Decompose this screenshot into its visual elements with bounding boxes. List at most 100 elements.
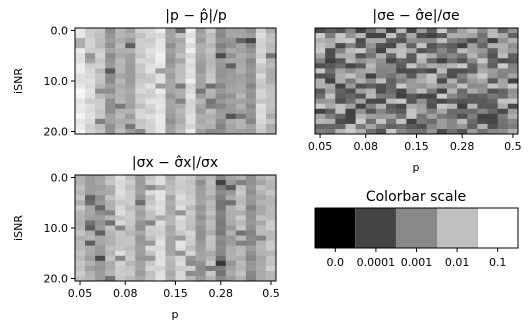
heatmap-cell [115, 48, 126, 54]
heatmap-cell [365, 103, 377, 110]
heatmap-cell [195, 63, 207, 69]
heatmap-cell [85, 210, 96, 216]
heatmap-cell [215, 230, 227, 236]
heatmap-cell [225, 28, 237, 34]
heatmap-cell [165, 215, 176, 221]
heatmap-cell [315, 68, 326, 74]
heatmap-cell [355, 53, 367, 59]
heatmap-cell [235, 225, 247, 231]
heatmap-cell [467, 53, 478, 59]
heatmap-cell [195, 88, 207, 95]
heatmap-cell [125, 190, 136, 196]
heatmap-cell [135, 33, 146, 39]
heatmap-cell [185, 108, 196, 115]
heatmap-cell [135, 38, 146, 44]
heatmap-cell [155, 103, 166, 110]
heatmap-cell [125, 58, 136, 64]
heatmap-cell [195, 245, 207, 252]
heatmap-cell [345, 38, 356, 44]
heatmap-cell [396, 108, 407, 115]
heatmap-cell [335, 103, 346, 110]
heatmap-cell [75, 88, 86, 95]
heatmap-cell [185, 250, 196, 257]
heatmap-cell [436, 98, 448, 105]
heatmap-cell [85, 195, 96, 201]
heatmap-cell [235, 235, 247, 242]
heatmap-cell [265, 210, 277, 216]
heatmap-cell [365, 118, 377, 125]
heatmap-cell [135, 235, 146, 242]
heatmap-cell [195, 28, 207, 34]
heatmap-cell [255, 180, 267, 186]
heatmap-cell [105, 265, 116, 272]
heatmap-cell [245, 68, 257, 74]
heatmap-cell [265, 260, 277, 267]
heatmap-cell [245, 43, 257, 49]
heatmap-cell [315, 58, 326, 64]
heatmap-cell [75, 180, 86, 186]
heatmap-cell [245, 210, 257, 216]
heatmap-cell [436, 108, 448, 115]
heatmap-cell [426, 28, 438, 34]
heatmap-cell [375, 73, 387, 79]
heatmap-cell [95, 43, 106, 49]
heatmap-cell [245, 48, 257, 54]
heatmap-cell [467, 68, 478, 74]
heatmap-cell [105, 58, 116, 64]
heatmap-cell [85, 235, 96, 242]
panel-title-p-error: |p − p̂|/p [165, 8, 227, 24]
heatmap-cell [467, 58, 478, 64]
heatmap-cell [355, 63, 367, 69]
heatmap-cell [225, 123, 237, 130]
heatmap-cell [345, 113, 356, 120]
heatmap-cell [145, 210, 156, 216]
heatmap-cell [175, 113, 186, 120]
heatmap-cell [436, 43, 448, 49]
heatmap-cell [205, 225, 217, 231]
heatmap-cell [135, 48, 146, 54]
x-tick-label: 0.05 [308, 140, 333, 153]
heatmap-cell [365, 28, 377, 34]
heatmap-cell [175, 270, 186, 277]
heatmap-cell [477, 73, 488, 79]
heatmap-cell [145, 205, 156, 211]
heatmap-cell [175, 128, 186, 135]
heatmap-cell [165, 38, 176, 44]
heatmap-cell [265, 63, 277, 69]
heatmap-cell [507, 78, 519, 84]
heatmap-cell [155, 88, 166, 95]
heatmap-cell [75, 108, 86, 115]
heatmap-cell [125, 33, 136, 39]
heatmap-cell [85, 93, 96, 100]
heatmap-cell [386, 123, 397, 130]
heatmap-cell [416, 28, 428, 34]
heatmap-cell [205, 108, 217, 115]
heatmap-cell [185, 240, 196, 247]
heatmap-cell [155, 68, 166, 74]
heatmap-cell [135, 123, 146, 130]
heatmap-cell [477, 38, 488, 44]
heatmap-cell [215, 220, 227, 226]
heatmap-cell [185, 260, 196, 267]
heatmap-cell [497, 63, 509, 69]
heatmap-cell [195, 230, 207, 236]
heatmap-cell [265, 185, 277, 191]
heatmap-cell [406, 88, 417, 95]
heatmap-cell [135, 58, 146, 64]
heatmap-cell [245, 38, 257, 44]
heatmap-cell [396, 88, 407, 95]
heatmap-cell [115, 128, 126, 135]
heatmap-cell [436, 83, 448, 89]
heatmap-cell [185, 175, 196, 181]
heatmap-cell [386, 88, 397, 95]
heatmap-cell [125, 205, 136, 211]
heatmap-cell [235, 63, 247, 69]
heatmap-cell [155, 28, 166, 34]
heatmap-cell [155, 43, 166, 49]
heatmap-cell [215, 210, 227, 216]
heatmap-cell [225, 103, 237, 110]
heatmap-cell [265, 205, 277, 211]
heatmap-cell [165, 68, 176, 74]
heatmap-cell [265, 200, 277, 206]
heatmap-cell [235, 43, 247, 49]
